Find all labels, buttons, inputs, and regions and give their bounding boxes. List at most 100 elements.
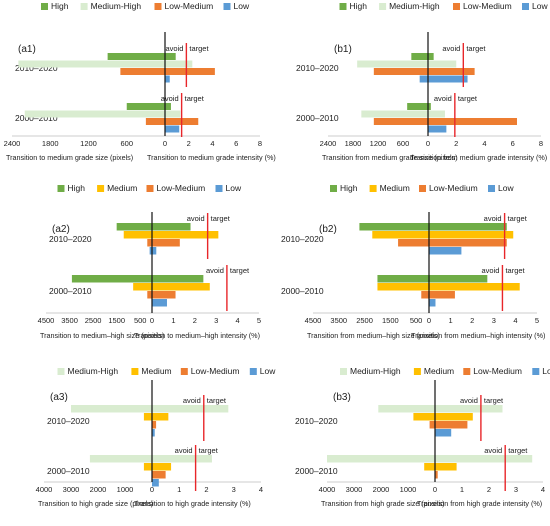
legend-label-low-medium: Low-Medium <box>463 1 512 11</box>
legend-swatch-medium <box>97 185 105 192</box>
bar-intensity-low <box>152 247 157 255</box>
bar-size-high <box>71 275 152 283</box>
bar-size-low-medium <box>145 118 165 125</box>
legend-swatch-medium-high <box>340 368 347 375</box>
chart-legend: High Medium Low-Medium Low <box>330 183 514 193</box>
x-tick-right: 1 <box>449 316 453 325</box>
bar-intensity-medium-high <box>428 110 445 118</box>
x-tick-left: 0 <box>150 485 154 494</box>
bar-intensity-medium <box>429 231 514 239</box>
annotation-target: target <box>189 44 209 53</box>
x-tick-right: 2 <box>454 139 458 148</box>
category-label: 2010–2020 <box>15 63 58 73</box>
legend-label-medium: Medium <box>380 183 410 193</box>
x-tick-right: 3 <box>214 316 218 325</box>
x-axis-label-left: Transition to high grade size (pixels) <box>38 499 153 508</box>
panel-label: (a2) <box>52 224 70 235</box>
x-tick-right: 3 <box>492 316 496 325</box>
x-tick-left: 4000 <box>36 485 53 494</box>
bar-size-medium <box>143 463 152 471</box>
bar-size-medium-high <box>357 60 428 68</box>
legend-label-low-medium: Low-Medium <box>157 183 206 193</box>
x-tick-right: 4 <box>259 485 263 494</box>
x-axis-label-right: Transition from medium grade intensity (… <box>410 153 547 162</box>
legend-swatch-medium-high <box>57 368 65 375</box>
x-tick-right: 3 <box>514 485 518 494</box>
bar-intensity-high <box>152 275 204 283</box>
x-tick-right: 1 <box>460 485 464 494</box>
legend-swatch-high <box>330 185 337 192</box>
bar-intensity-medium-high <box>165 60 193 68</box>
bar-intensity-low <box>165 125 180 133</box>
bar-intensity-low <box>428 125 447 133</box>
bar-intensity-low-medium <box>152 421 157 429</box>
x-tick-left: 500 <box>134 316 147 325</box>
bar-intensity-medium <box>152 463 172 471</box>
bar-intensity-low-medium <box>429 239 507 247</box>
bar-intensity-low <box>152 299 167 307</box>
bar-size-low-medium <box>147 291 152 299</box>
bar-intensity-medium <box>429 283 520 291</box>
bar-size-medium <box>143 413 152 421</box>
bar-intensity-low <box>429 247 462 255</box>
annotation-avoid: avoid <box>175 446 193 455</box>
legend-swatch-low <box>522 3 529 10</box>
x-axis-label-right: Transition from medium–high intensity (%… <box>411 331 545 340</box>
legend-label-low-medium: Low-Medium <box>191 366 240 376</box>
x-tick-right: 3 <box>232 485 236 494</box>
annotation-avoid: avoid <box>206 266 224 275</box>
x-tick-left: 4500 <box>305 316 322 325</box>
legend-swatch-high <box>41 3 48 10</box>
legend-label-low: Low <box>234 1 250 11</box>
x-tick-left: 0 <box>427 316 431 325</box>
category-label: 2010–2020 <box>49 234 92 244</box>
annotation-avoid: avoid <box>442 44 460 53</box>
chart-panel-b1: High Medium-High Low-Medium Low (b1) 2400 1800… <box>296 1 548 162</box>
legend-swatch-low <box>532 368 540 375</box>
panel-label: (b3) <box>333 392 351 403</box>
legend-label-low: Low <box>498 183 514 193</box>
annotation-avoid: avoid <box>460 396 478 405</box>
x-axis-label-left: Transition to medium grade size (pixels) <box>6 153 133 162</box>
bar-intensity-medium <box>152 283 210 291</box>
legend-label-high: High <box>340 183 358 193</box>
legend-swatch-low-medium <box>453 3 460 10</box>
category-label: 2000–2010 <box>296 113 339 123</box>
bar-intensity-medium <box>152 413 169 421</box>
x-tick-right: 8 <box>539 139 543 148</box>
bar-intensity-medium-high <box>165 110 181 118</box>
annotation-target: target <box>230 266 250 275</box>
bar-size-low <box>419 75 428 83</box>
bar-size-medium <box>413 413 435 421</box>
bar-size-medium <box>424 463 435 471</box>
bar-intensity-medium-high <box>428 60 457 68</box>
x-tick-left: 1500 <box>382 316 399 325</box>
x-tick-left: 1800 <box>345 139 362 148</box>
bar-size-low-medium <box>421 291 429 299</box>
category-label: 2010–2020 <box>295 416 338 426</box>
x-axis-label-right: Transition to medium–high intensity (%) <box>134 331 260 340</box>
bar-size-medium-high <box>18 60 165 68</box>
annotation-target: target <box>466 44 486 53</box>
chart-panel-a3: Medium-High Medium Low-Medium Low(a3)4000 30… <box>36 366 277 508</box>
bar-size-medium-high <box>71 405 152 413</box>
bar-intensity-high <box>429 223 507 231</box>
bar-intensity-low <box>429 299 436 307</box>
x-tick-left: 4000 <box>319 485 336 494</box>
annotation-target: target <box>211 214 231 223</box>
x-axis-label-right: Transition to high grade intensity (%) <box>134 499 251 508</box>
x-tick-right: 2 <box>193 316 197 325</box>
chart-legend: High Medium-High Low-Medium Low <box>41 1 250 11</box>
x-tick-left: 600 <box>120 139 133 148</box>
bar-size-medium <box>377 283 429 291</box>
legend-swatch-medium <box>413 368 421 375</box>
x-tick-left: 3000 <box>63 485 80 494</box>
category-label: 2000–2010 <box>49 286 92 296</box>
legend-label-low-medium: Low-Medium <box>165 1 214 11</box>
x-tick-left: 3500 <box>61 316 78 325</box>
bar-intensity-medium-high <box>435 405 503 413</box>
x-axis-label-right: Transition to medium grade intensity (%) <box>147 153 276 162</box>
bar-intensity-medium-high <box>152 405 229 413</box>
chart-legend: High Medium-High Low-Medium Low <box>339 1 548 11</box>
legend-label-high: High <box>350 1 368 11</box>
